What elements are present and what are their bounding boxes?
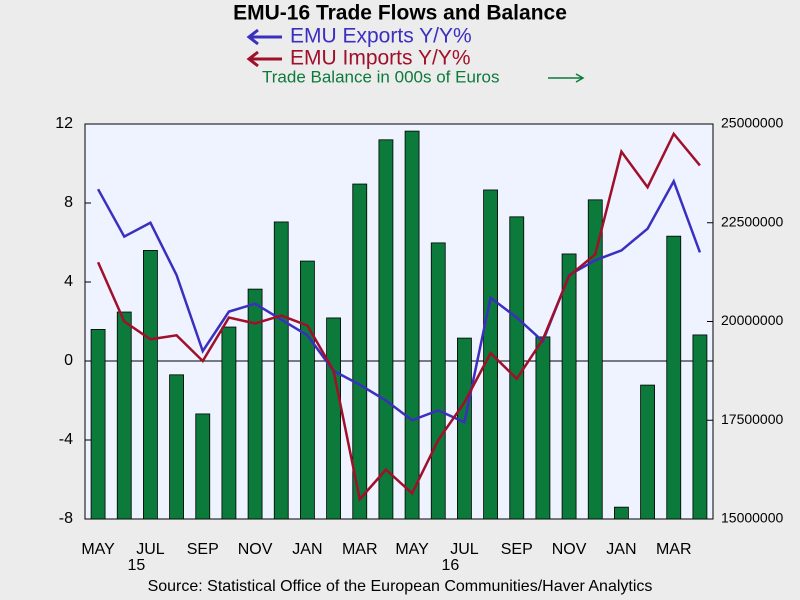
bar (587, 199, 603, 520)
y-tick-label: 12 (55, 115, 73, 132)
plot-area (84, 123, 714, 520)
bar (247, 288, 263, 520)
line (96, 178, 702, 425)
bar (430, 242, 446, 520)
bar (535, 336, 551, 520)
bar (509, 216, 525, 520)
y-tick-label: -4 (59, 431, 73, 448)
x-tick-label: MAR (656, 541, 692, 558)
y2-tick-label: 17500000 (721, 411, 784, 427)
bar (116, 311, 132, 520)
x-tick-label: MAR (342, 541, 378, 558)
bar (404, 130, 420, 520)
source: Source: Statistical Office of the Europe… (148, 578, 653, 595)
y-tick-label: 8 (64, 194, 73, 211)
x-tick-label: MAY (395, 541, 429, 558)
legend-label: Trade Balance in 000s of Euros (262, 67, 500, 86)
bar (666, 235, 682, 520)
x-tick-label: JAN (606, 541, 636, 558)
y2-tick-label: 25000000 (721, 115, 784, 131)
x-tick-label: JUL (450, 541, 479, 558)
year-label: 15 (128, 557, 146, 574)
x-tick-label: JUL (136, 541, 165, 558)
bar (300, 260, 315, 520)
y2-tick-label: 22500000 (721, 213, 784, 229)
legend-arrow-head (246, 50, 259, 68)
y2-tick-label: 20000000 (721, 312, 784, 328)
y-tick-label: 0 (64, 352, 73, 369)
y-tick-label: -8 (59, 510, 73, 527)
y-tick-label: 4 (64, 273, 73, 290)
bar (378, 139, 394, 520)
bar (352, 183, 368, 520)
x-tick-label: NOV (552, 541, 587, 558)
legend-label: EMU Exports Y/Y% (290, 25, 472, 48)
year-label: 16 (442, 557, 460, 574)
y2-tick-label: 15000000 (721, 510, 784, 526)
x-tick-label: SEP (501, 541, 533, 558)
x-tick-label: SEP (187, 541, 219, 558)
legend-label: EMU Imports Y/Y% (290, 47, 471, 70)
x-tick-label: NOV (238, 541, 273, 558)
x-tick-label: MAY (81, 541, 115, 558)
bar (90, 328, 106, 520)
bar (692, 334, 708, 520)
chart-title: EMU-16 Trade Flows and Balance (233, 2, 567, 25)
bar (326, 317, 341, 520)
bar (221, 326, 237, 520)
bar (143, 249, 158, 520)
bar (457, 337, 472, 520)
bar (273, 221, 289, 520)
legend-arrow-head (575, 73, 585, 83)
line (96, 131, 701, 502)
x-tick-label: JAN (292, 541, 322, 558)
bar (561, 253, 577, 520)
bar (614, 506, 629, 520)
legend-arrow-head (246, 28, 259, 46)
bar (195, 413, 211, 520)
bar (640, 384, 655, 520)
bar (169, 374, 184, 520)
